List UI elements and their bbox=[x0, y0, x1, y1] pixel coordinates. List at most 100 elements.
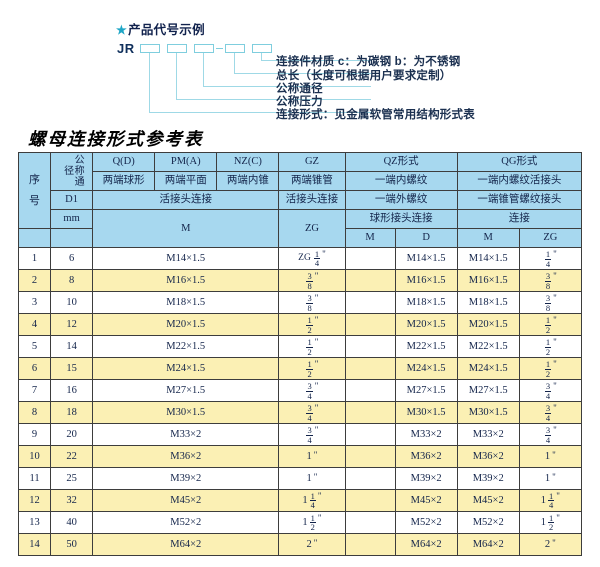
cell-qz-d: M64×2 bbox=[394, 533, 458, 556]
cell-qz-d: M18×1.5 bbox=[394, 291, 458, 314]
cell-qg-m: M30×1.5 bbox=[456, 401, 520, 424]
inch-mark: " bbox=[553, 425, 557, 435]
header-sub-m-qz: M bbox=[344, 228, 396, 248]
inch-mark: " bbox=[553, 403, 557, 413]
fraction-numerator: 3 bbox=[306, 381, 313, 392]
fraction-denominator: 8 bbox=[545, 302, 551, 313]
table-row: 12 32 M45×2 1 1 4 " M45×2 M45×2 1 1 4 " bbox=[17, 489, 583, 512]
table-row: 4 12 M20×1.5 1 2 " M20×1.5 M20×1.5 1 2 " bbox=[17, 313, 583, 336]
fraction-denominator: 2 bbox=[307, 324, 312, 335]
cell-thread-m: M45×2 bbox=[92, 489, 280, 512]
cell-seq: 10 bbox=[17, 445, 52, 468]
cell-seq: 6 bbox=[17, 357, 52, 380]
annotation-connector-material: 连接件材质 c：为碳钢 b：为不锈钢 bbox=[276, 56, 461, 68]
fraction-numerator: 3 bbox=[544, 293, 552, 304]
fraction-numerator: 1 bbox=[306, 359, 313, 370]
inch-mark: " bbox=[314, 425, 319, 435]
inch-mark: " bbox=[314, 359, 319, 369]
cell-seq: 9 bbox=[17, 423, 52, 446]
header-group-nzc: NZ(C) bbox=[216, 152, 280, 172]
cell-qg-m: M52×2 bbox=[456, 511, 520, 534]
cell-thread-m: M64×2 bbox=[92, 533, 280, 556]
cell-qg-zg: 1 " bbox=[518, 467, 583, 490]
cell-qg-m: M18×1.5 bbox=[456, 291, 520, 314]
annotation-nominal-bore: 公称通径 bbox=[276, 83, 323, 95]
header-sub-m-qg: M bbox=[456, 228, 520, 248]
whole-number: 1 bbox=[544, 472, 551, 484]
cell-thread-m: M14×1.5 bbox=[92, 247, 280, 270]
inch-mark: " bbox=[553, 315, 557, 325]
cell-qz-m bbox=[344, 313, 396, 336]
leader-line-pressure-horizontal bbox=[176, 99, 371, 100]
header-group-qz: QZ形式 bbox=[344, 152, 458, 172]
cell-qz-m bbox=[344, 423, 396, 446]
inch-mark: " bbox=[314, 271, 319, 281]
cell-qz-d: M30×1.5 bbox=[394, 401, 458, 424]
cell-gz-zg: 1 1 2 " bbox=[278, 511, 346, 534]
header-conn-qd-pma-nzc: 活接头连接 bbox=[92, 190, 280, 210]
cell-gz-zg: 1 2 " bbox=[278, 335, 346, 358]
cell-seq: 4 bbox=[17, 313, 52, 336]
fraction-numerator: 3 bbox=[544, 381, 552, 392]
code-box-1 bbox=[140, 44, 160, 53]
inch-mark: " bbox=[553, 271, 557, 281]
table-row: 7 16 M27×1.5 3 4 " M27×1.5 M27×1.5 3 4 " bbox=[17, 379, 583, 402]
cell-nominal-bore: 8 bbox=[50, 269, 94, 292]
table-row: 6 15 M24×1.5 1 2 " M24×1.5 M24×1.5 1 2 " bbox=[17, 357, 583, 380]
cell-thread-m: M20×1.5 bbox=[92, 313, 280, 336]
header-unit-mm: mm bbox=[50, 209, 94, 229]
leader-line-length-horizontal bbox=[234, 73, 371, 74]
header-group-qd: Q(D) bbox=[92, 152, 156, 172]
leader-line-material-vertical bbox=[261, 53, 262, 60]
cell-seq: 7 bbox=[17, 379, 52, 402]
fraction-denominator: 4 bbox=[310, 500, 315, 510]
cell-qg-m: M36×2 bbox=[456, 445, 520, 468]
cell-thread-m: M18×1.5 bbox=[92, 291, 280, 314]
inch-mark: " bbox=[314, 403, 319, 413]
table-row: 11 25 M39×2 1 " M39×2 M39×2 1 " bbox=[17, 467, 583, 490]
leader-line-material-horizontal bbox=[261, 60, 371, 61]
cell-gz-zg: 1 " bbox=[278, 467, 346, 490]
inch-mark: " bbox=[552, 471, 556, 482]
header-seq-spacer bbox=[17, 228, 52, 248]
cell-qz-m bbox=[344, 511, 396, 534]
cell-qz-d: M20×1.5 bbox=[394, 313, 458, 336]
header-group-qg: QG形式 bbox=[456, 152, 583, 172]
whole-number: 1 bbox=[302, 516, 308, 528]
fraction-denominator: 4 bbox=[307, 390, 312, 401]
leader-line-length-vertical bbox=[234, 53, 235, 73]
cell-qg-m: M22×1.5 bbox=[456, 335, 520, 358]
cell-qz-m bbox=[344, 357, 396, 380]
fraction-denominator: 8 bbox=[307, 280, 312, 291]
cell-qz-d: M52×2 bbox=[394, 511, 458, 534]
cell-qz-m bbox=[344, 467, 396, 490]
cell-gz-zg: 1 " bbox=[278, 445, 346, 468]
header-shape-nzc: 两端内锥 bbox=[216, 171, 280, 191]
cell-qg-m: M24×1.5 bbox=[456, 357, 520, 380]
cell-nominal-bore: 10 bbox=[50, 291, 94, 314]
cell-qz-m bbox=[344, 489, 396, 512]
cell-gz-zg: 2 " bbox=[278, 533, 346, 556]
leader-line-pressure-vertical bbox=[176, 53, 177, 99]
fraction-numerator: 3 bbox=[306, 293, 313, 304]
cell-qg-zg: 1 " bbox=[518, 445, 583, 468]
header-seq: 序 号 bbox=[17, 152, 52, 229]
header-seq-line1: 序 bbox=[29, 173, 41, 186]
cell-seq: 12 bbox=[17, 489, 52, 512]
fraction-numerator: 1 bbox=[544, 337, 552, 348]
inch-mark: " bbox=[553, 293, 557, 303]
cell-qg-zg: 1 1 4 " bbox=[518, 489, 583, 512]
fraction-numerator: 1 bbox=[306, 315, 313, 326]
cell-gz-zg: 1 2 " bbox=[278, 313, 346, 336]
cell-gz-zg: 3 4 " bbox=[278, 379, 346, 402]
header-sub-d-qz: D bbox=[394, 228, 458, 248]
